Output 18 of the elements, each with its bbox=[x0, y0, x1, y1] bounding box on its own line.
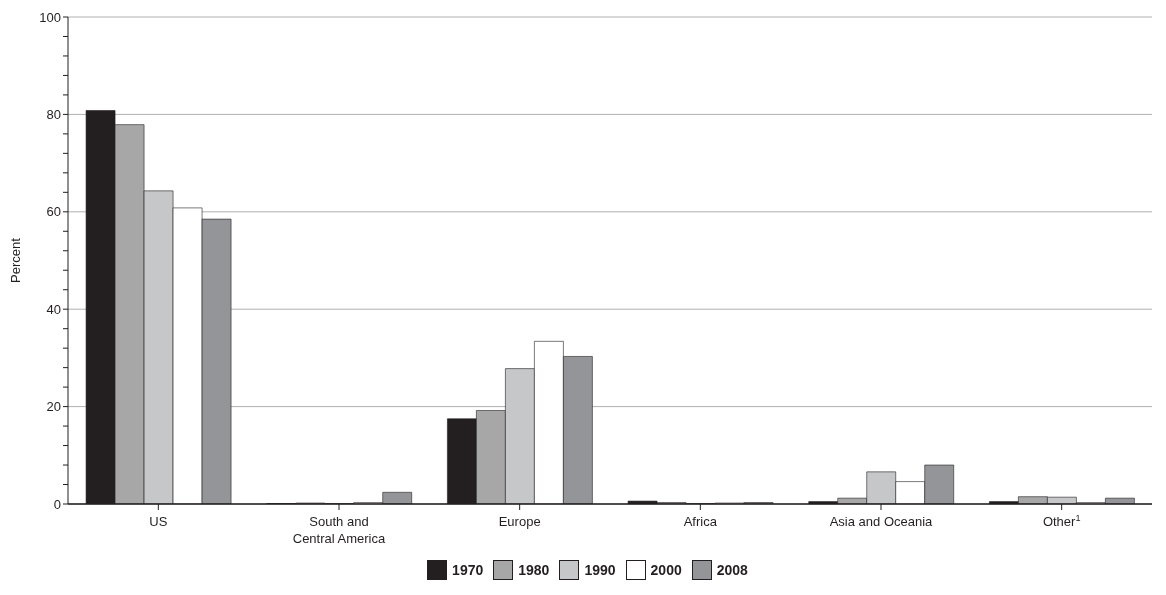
y-tick-label: 40 bbox=[46, 301, 61, 317]
y-tick-label: 80 bbox=[46, 107, 61, 123]
x-tick-label: Africa bbox=[683, 514, 718, 529]
x-tick-label: US bbox=[149, 514, 168, 529]
x-tick-label: South and Central America bbox=[292, 514, 387, 546]
legend-label: 1980 bbox=[518, 562, 550, 578]
y-tick-label: 60 bbox=[46, 204, 61, 220]
y-axis-title: Percent bbox=[7, 237, 23, 283]
y-tick-label: 20 bbox=[46, 399, 61, 415]
legend-label: 2000 bbox=[650, 562, 682, 578]
y-tick-label: 0 bbox=[53, 496, 61, 512]
x-tick-label: Europe bbox=[498, 514, 541, 529]
legend-label: 1970 bbox=[452, 562, 484, 578]
y-tick-label: 100 bbox=[39, 9, 61, 25]
x-tick-label: Other$^{1}$ bbox=[1042, 513, 1081, 529]
x-tick-label: Asia and Oceania bbox=[829, 514, 934, 529]
legend-label: 2008 bbox=[716, 562, 748, 578]
legend-label: 1990 bbox=[584, 562, 616, 578]
